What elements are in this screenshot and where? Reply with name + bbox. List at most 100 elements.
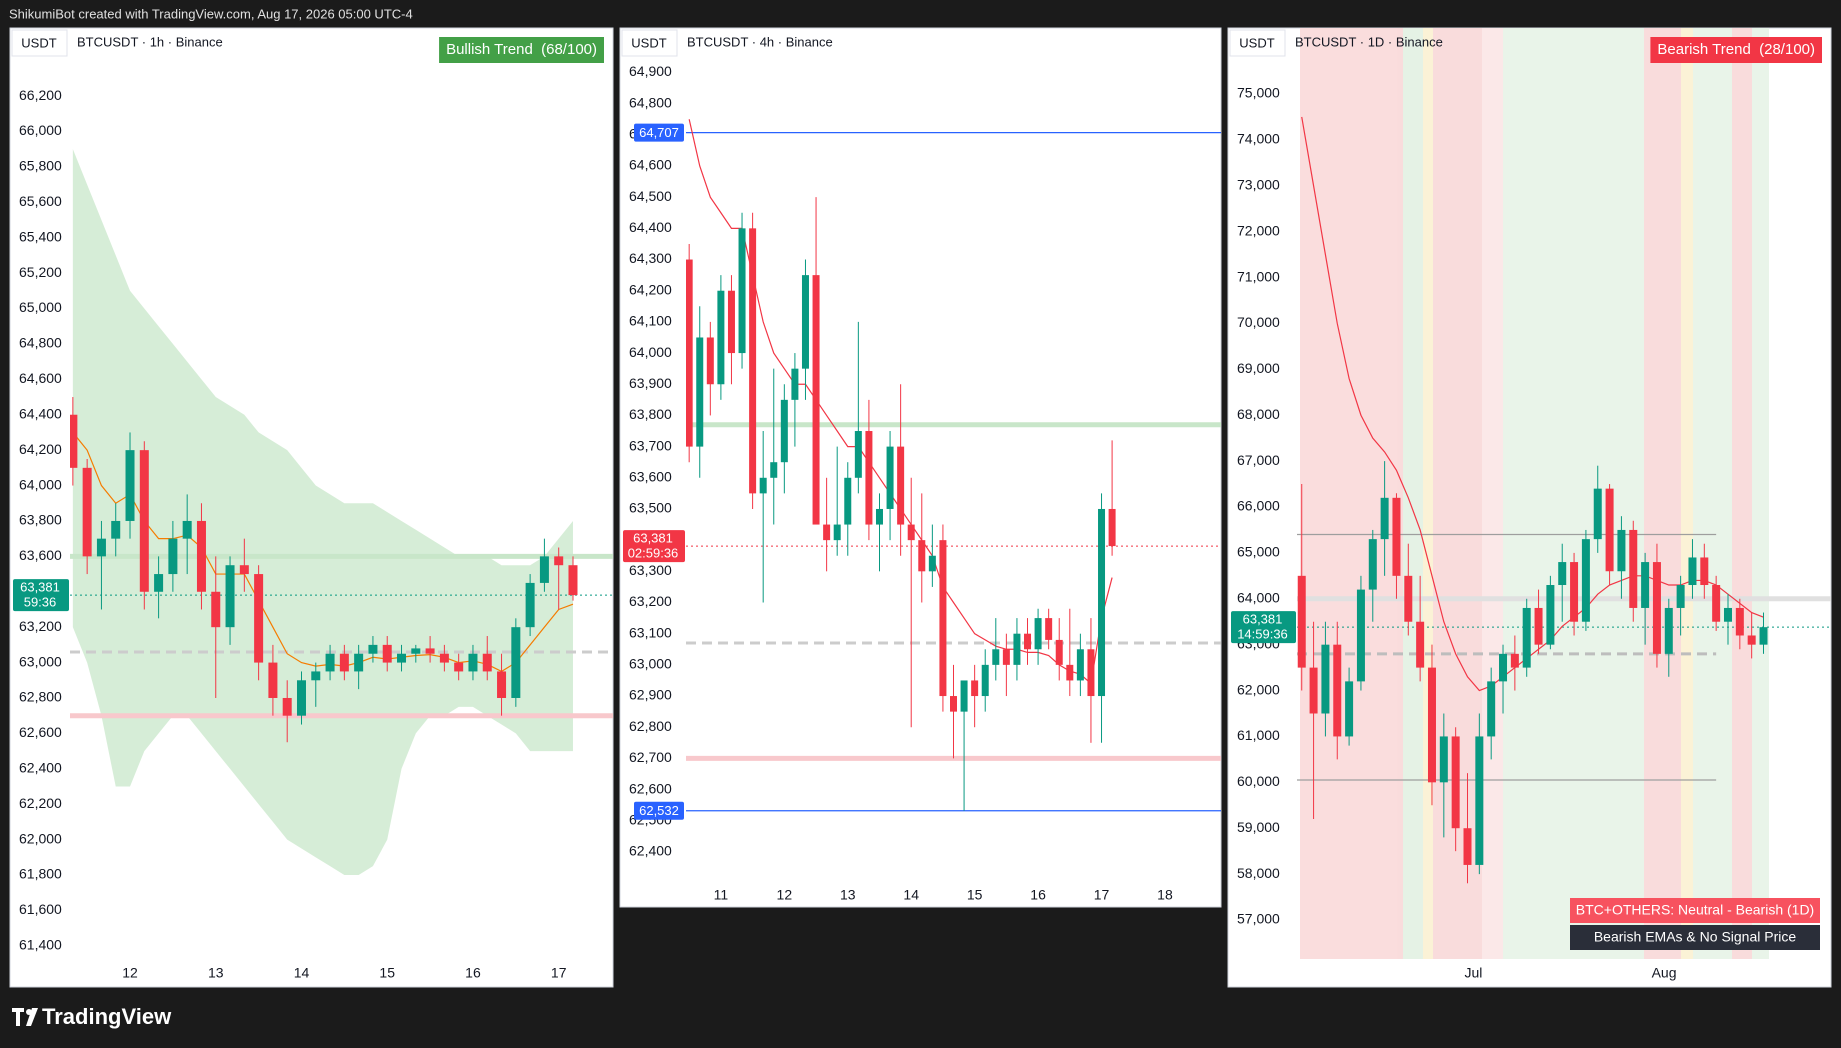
- candle-body: [1499, 653, 1508, 682]
- y-tick-label: 62,800: [19, 689, 62, 705]
- y-tick-label: 64,600: [19, 370, 62, 386]
- trend-badge-label: Bullish Trend (68/100): [446, 41, 597, 58]
- regime-zones: [1300, 28, 1769, 959]
- candle-body: [971, 680, 979, 697]
- candle-body: [1534, 607, 1543, 645]
- candle-body: [1108, 508, 1116, 547]
- x-tick-label: 14: [294, 965, 310, 981]
- y-tick-label: 66,000: [1237, 498, 1280, 514]
- symbol: BTCUSDT · 4h · Binance: [687, 34, 833, 49]
- candle-body: [1368, 539, 1377, 590]
- candle-body: [1641, 562, 1650, 608]
- y-tick-label: 66,000: [19, 122, 62, 138]
- y-tick-label: 64,200: [19, 441, 62, 457]
- candle-body: [511, 627, 521, 698]
- candle-body: [1700, 557, 1709, 586]
- candle-body: [1333, 644, 1342, 737]
- y-tick-label: 66,200: [19, 87, 62, 103]
- candle-body: [897, 446, 905, 525]
- candle-body: [1451, 736, 1460, 829]
- candle-body: [686, 259, 693, 447]
- y-tick-label: 64,100: [629, 313, 672, 329]
- candle-body: [939, 540, 947, 697]
- candle-body: [907, 524, 915, 541]
- y-tick-label: 69,000: [1237, 360, 1280, 376]
- y-tick-label: 64,800: [19, 335, 62, 351]
- candle-body: [1475, 736, 1484, 865]
- candle-body: [1002, 649, 1010, 665]
- note-text: BTC+OTHERS: Neutral - Bearish (1D): [1576, 902, 1814, 918]
- y-tick-label: 62,700: [629, 749, 672, 765]
- countdown: 02:59:36: [628, 546, 679, 561]
- symbol: BTCUSDT · 1D · Binance: [1295, 34, 1443, 49]
- y-tick-label: 64,800: [629, 94, 672, 110]
- countdown: 59:36: [24, 595, 57, 610]
- y-tick-label: 62,900: [629, 687, 672, 703]
- x-tick-label: 14: [903, 887, 919, 903]
- candle-body: [780, 399, 788, 463]
- candle-body: [833, 524, 841, 541]
- candle-body: [70, 414, 78, 468]
- x-tick-label: 16: [465, 965, 481, 981]
- y-tick-label: 61,000: [1237, 727, 1280, 743]
- y-tick-label: 64,000: [629, 344, 672, 360]
- y-tick-label: 59,000: [1237, 819, 1280, 835]
- candle-body: [382, 644, 392, 663]
- x-tick-label: Aug: [1652, 965, 1677, 981]
- x-tick-label: 18: [1157, 887, 1173, 903]
- candle-body: [397, 653, 407, 663]
- y-tick-label: 58,000: [1237, 865, 1280, 881]
- x-tick-label: 13: [840, 887, 856, 903]
- candle-body: [1345, 681, 1354, 737]
- candle-body: [1416, 621, 1425, 668]
- y-tick-label: 64,600: [629, 157, 672, 173]
- y-tick-label: 74,000: [1237, 131, 1280, 147]
- candle-body: [791, 368, 799, 400]
- candle-body: [1510, 653, 1519, 668]
- note-box: [1570, 925, 1820, 950]
- countdown: 14:59:36: [1237, 627, 1288, 642]
- candle-body: [706, 337, 714, 385]
- candle-body: [992, 649, 1000, 665]
- candle-body: [1759, 627, 1768, 645]
- candle-body: [239, 565, 249, 575]
- candle-body: [1570, 562, 1579, 622]
- candle-body: [182, 520, 192, 539]
- x-tick-label: 15: [967, 887, 983, 903]
- candle-body: [1356, 589, 1365, 682]
- y-tick-label: 62,400: [629, 843, 672, 859]
- y-tick-label: 57,000: [1237, 911, 1280, 927]
- y-tick-label: 60,000: [1237, 773, 1280, 789]
- y-tick-label: 67,000: [1237, 452, 1280, 468]
- y-tick-label: 64,400: [19, 405, 62, 421]
- y-tick-label: 63,500: [629, 500, 672, 516]
- candle-body: [918, 540, 926, 572]
- y-tick-label: 62,600: [19, 724, 62, 740]
- candle-body: [1676, 585, 1685, 608]
- y-tick-label: 61,400: [19, 937, 62, 953]
- y-tick-label: 63,100: [629, 624, 672, 640]
- candle-body: [1427, 667, 1436, 783]
- candle-body: [1297, 575, 1306, 668]
- y-tick-label: 62,800: [629, 718, 672, 734]
- candle-body: [296, 680, 306, 716]
- candle-body: [339, 653, 349, 672]
- y-tick-label: 75,000: [1237, 85, 1280, 101]
- candle-body: [738, 228, 746, 354]
- candle-body: [1380, 497, 1389, 540]
- candle-body: [1712, 585, 1721, 622]
- y-tick-label: 63,600: [19, 547, 62, 563]
- candle-body: [1076, 649, 1084, 681]
- y-tick-label: 63,700: [629, 437, 672, 453]
- candle-body: [539, 556, 549, 583]
- y-tick-label: 62,400: [19, 760, 62, 776]
- y-tick-label: 64,300: [629, 250, 672, 266]
- candle-body: [368, 644, 378, 654]
- candle-body: [928, 555, 936, 572]
- y-tick-label: 63,800: [629, 406, 672, 422]
- candle-body: [482, 653, 492, 672]
- candle-body: [759, 477, 767, 494]
- candle-body: [865, 431, 873, 525]
- symbol: BTCUSDT · 1h · Binance: [77, 34, 223, 49]
